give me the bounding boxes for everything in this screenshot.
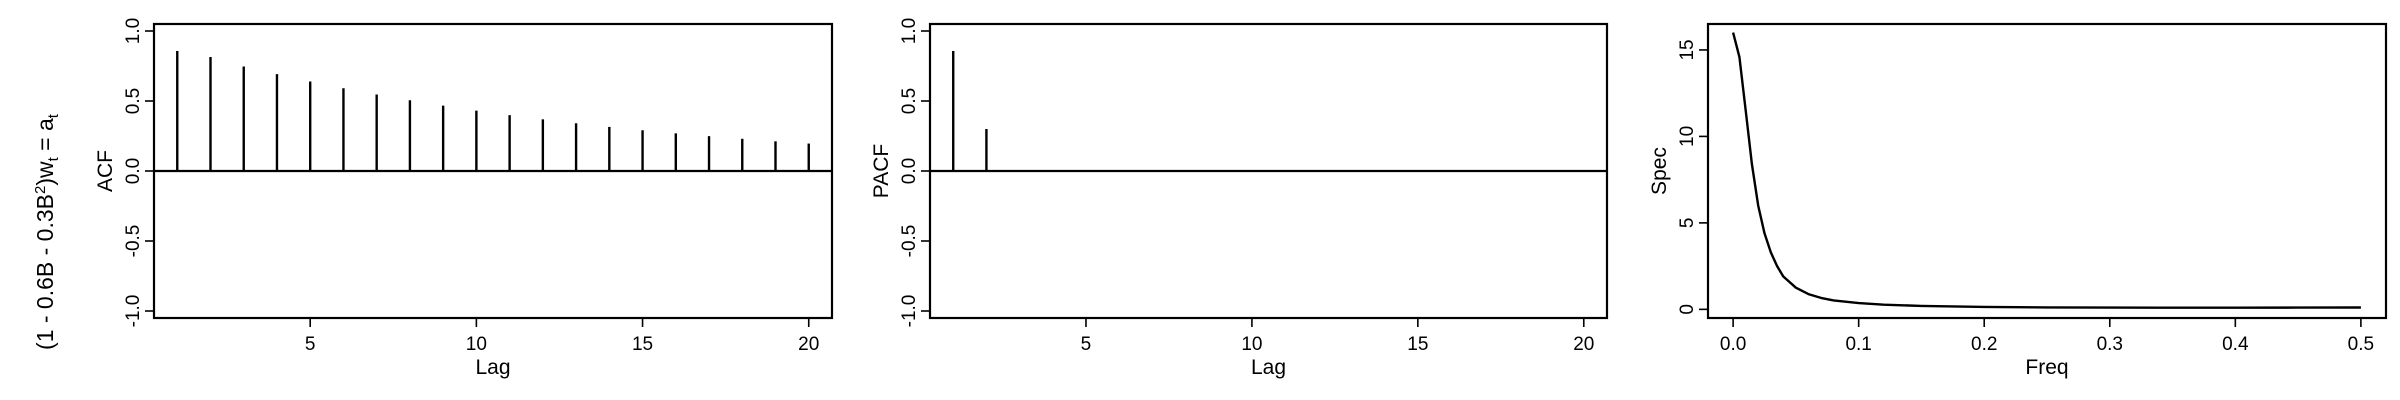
y-tick-label: 5 bbox=[1677, 218, 1698, 229]
y-tick-label: 1.0 bbox=[123, 18, 144, 44]
x-tick-label: 10 bbox=[1241, 334, 1262, 355]
spectrum-panel: 0.0 0.1 0.2 0.3 0.4 0.5 0 5 10 15 Freq Spec bbox=[1648, 22, 2388, 379]
x-tick-label: 10 bbox=[466, 334, 487, 355]
y-tick-label: 10 bbox=[1677, 126, 1698, 147]
y-tick-label: 0.0 bbox=[123, 158, 144, 184]
y-tick-label: -1.0 bbox=[899, 295, 920, 328]
x-tick-label: 0.1 bbox=[1845, 334, 1871, 355]
y-tick-label: -0.5 bbox=[899, 225, 920, 258]
y-axis-label: ACF bbox=[94, 150, 117, 192]
x-tick-label: 20 bbox=[798, 334, 819, 355]
spectrum-line bbox=[1731, 32, 2361, 309]
plot-frame bbox=[1706, 22, 2388, 320]
x-tick-label: 20 bbox=[1573, 334, 1594, 355]
x-axis-label: Lag bbox=[1251, 356, 1286, 379]
pacf-panel: 5 10 15 20 -1.0 -0.5 0.0 0.5 1.0 Lag PACF bbox=[870, 18, 1609, 379]
y-axis-label: Spec bbox=[1648, 147, 1671, 195]
y-tick-label: 0.5 bbox=[123, 88, 144, 114]
acf-panel: 5 10 15 20 -1.0 -0.5 0.0 0.5 1.0 Lag ACF bbox=[94, 18, 834, 379]
y-tick-label: 0.5 bbox=[899, 88, 920, 114]
x-axis-label: Lag bbox=[475, 356, 510, 379]
row-label-sub2: t bbox=[45, 113, 62, 118]
x-tick-label: 0.5 bbox=[2348, 334, 2374, 355]
y-tick-label: -1.0 bbox=[123, 295, 144, 328]
row-label-sup: 2 bbox=[32, 186, 49, 194]
row-label-eq: = a bbox=[32, 118, 58, 157]
x-tick-label: 15 bbox=[1407, 334, 1428, 355]
x-tick-label: 15 bbox=[632, 334, 653, 355]
y-tick-label: 0 bbox=[1677, 304, 1698, 315]
x-tick-label: 5 bbox=[305, 334, 316, 355]
row-label-sub1: t bbox=[45, 156, 62, 161]
x-tick-label: 0.3 bbox=[2097, 334, 2123, 355]
y-tick-label: -0.5 bbox=[123, 225, 144, 258]
x-axis-label: Freq bbox=[2025, 356, 2068, 379]
y-tick-label: 15 bbox=[1677, 39, 1698, 60]
x-tick-label: 0.4 bbox=[2222, 334, 2249, 355]
y-axis-label: PACF bbox=[870, 144, 893, 198]
row-label-prefix: (1 - 0.6B - 0.3B bbox=[32, 194, 58, 350]
row-label-mid: )w bbox=[32, 161, 58, 186]
y-tick-label: 0.0 bbox=[899, 158, 920, 184]
x-tick-label: 0.2 bbox=[1971, 334, 1997, 355]
y-tick-label: 1.0 bbox=[899, 18, 920, 44]
x-tick-label: 0.0 bbox=[1720, 334, 1746, 355]
row-label: (1 - 0.6B - 0.3B2)wt = at bbox=[32, 113, 62, 350]
x-tick-label: 5 bbox=[1081, 334, 1092, 355]
